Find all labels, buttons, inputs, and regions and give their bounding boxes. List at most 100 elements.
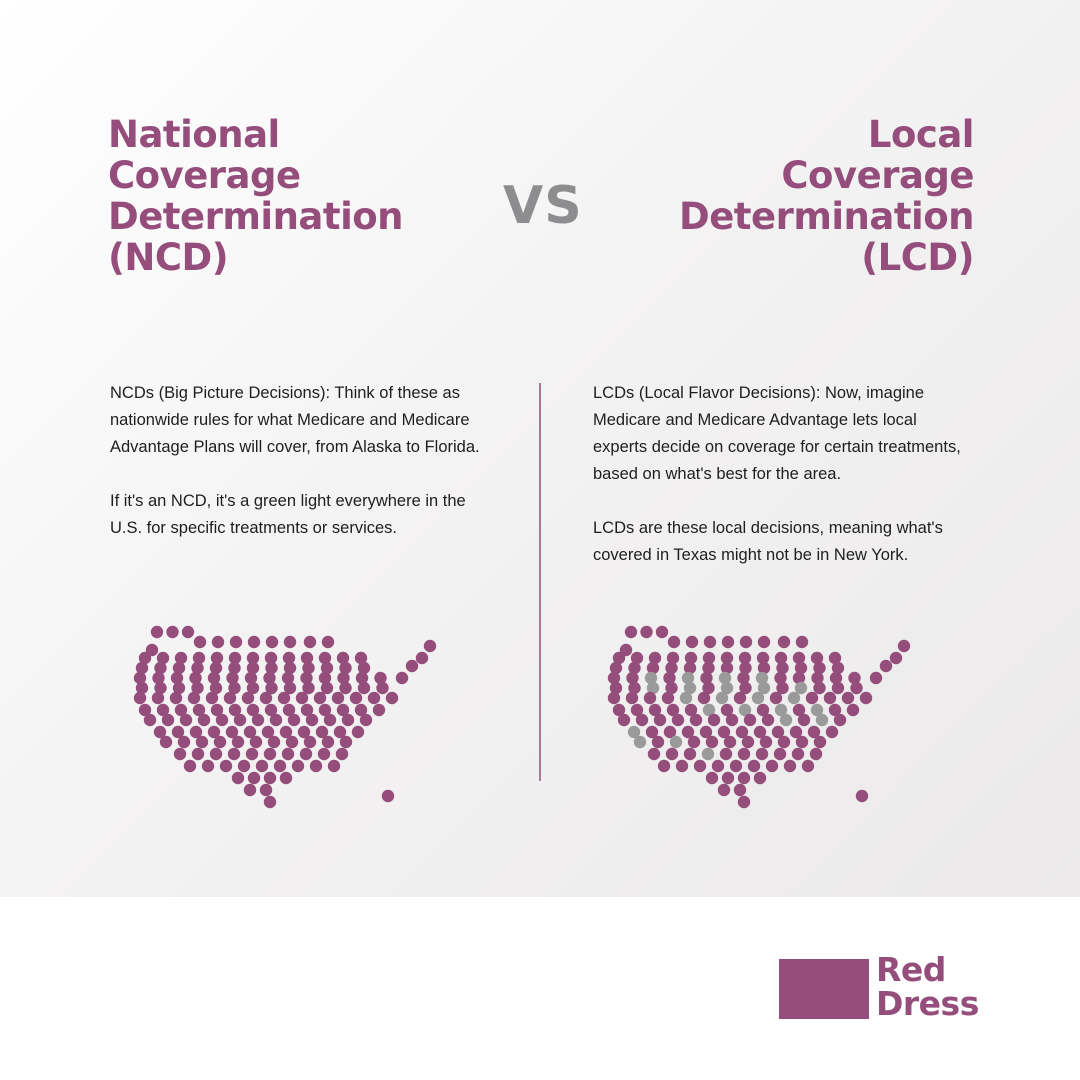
map-dot: [741, 735, 755, 749]
map-dot: [828, 703, 842, 717]
map-dot: [321, 635, 335, 649]
map-dot: [154, 661, 167, 675]
map-dot: [648, 703, 662, 717]
map-dot: [159, 735, 173, 749]
map-dot: [720, 651, 734, 665]
map-dot: [774, 651, 788, 665]
map-dot: [783, 759, 797, 773]
map-dot: [303, 735, 317, 749]
map-dot-local: [815, 713, 829, 727]
map-dot: [317, 747, 331, 761]
map-dot: [247, 771, 261, 785]
ncd-title-line: Determination: [108, 195, 404, 238]
map-dot: [693, 759, 707, 773]
map-dot: [297, 725, 311, 739]
map-dot: [705, 735, 719, 749]
map-dot: [233, 713, 247, 727]
map-dot-local: [646, 681, 660, 695]
map-dot: [719, 747, 733, 761]
map-dot: [756, 651, 770, 665]
map-dot: [666, 651, 680, 665]
map-dot: [277, 691, 291, 705]
map-dot: [318, 703, 332, 717]
map-dot: [170, 671, 184, 685]
map-dot: [279, 771, 293, 785]
map-dot: [711, 759, 725, 773]
map-dot: [192, 703, 206, 717]
map-dot: [640, 625, 653, 639]
map-dot-local: [810, 703, 824, 717]
map-dot: [282, 651, 296, 665]
map-dot: [187, 691, 201, 705]
map-dot: [339, 735, 353, 749]
map-dot: [357, 681, 371, 695]
map-dot: [303, 635, 317, 649]
map-dot-local: [669, 735, 683, 749]
map-dot: [227, 747, 241, 761]
map-dot: [811, 671, 824, 685]
map-dot: [739, 681, 752, 695]
map-dot: [381, 789, 395, 803]
map-dot: [765, 759, 779, 773]
map-dot: [183, 759, 197, 773]
map-dot: [135, 661, 149, 675]
map-dot: [801, 759, 815, 773]
map-dot: [173, 747, 187, 761]
map-dot: [210, 651, 224, 665]
map-dot: [169, 691, 183, 705]
map-dot: [630, 703, 644, 717]
map-dot-local: [644, 671, 658, 685]
map-dot: [737, 771, 751, 785]
map-dot: [683, 747, 697, 761]
map-dot: [205, 691, 219, 705]
map-dot: [172, 661, 186, 675]
map-dot: [244, 671, 258, 685]
map-dot: [665, 747, 679, 761]
map-dot: [341, 713, 355, 727]
map-dot: [152, 671, 165, 685]
map-dot: [663, 671, 676, 685]
map-dot: [624, 625, 638, 639]
map-dot: [247, 635, 261, 649]
map-dot: [653, 713, 667, 727]
map-dot: [665, 661, 678, 675]
map-dot: [228, 661, 241, 675]
map-dot: [823, 691, 837, 705]
map-dot: [675, 759, 689, 773]
map-dot: [739, 635, 753, 649]
map-dot: [320, 681, 334, 695]
map-dot: [810, 651, 824, 665]
map-dot: [789, 725, 803, 739]
map-dot: [795, 735, 809, 749]
map-dot: [305, 713, 319, 727]
map-dot-local: [702, 703, 716, 717]
map-dot: [699, 725, 713, 739]
map-dot: [643, 691, 657, 705]
map-dot: [339, 681, 352, 695]
map-dot: [607, 671, 621, 685]
map-dot: [265, 661, 278, 675]
map-dot: [702, 661, 715, 675]
map-dot: [138, 651, 152, 665]
map-dot: [850, 681, 863, 695]
map-dot: [323, 713, 337, 727]
map-dot: [753, 771, 767, 785]
map-dot: [226, 671, 239, 685]
map-dot: [405, 659, 419, 673]
map-dot: [299, 747, 313, 761]
map-dot: [143, 713, 157, 727]
map-dot: [249, 735, 263, 749]
map-dot: [609, 661, 623, 675]
map-dot: [300, 703, 314, 717]
map-dot: [625, 691, 639, 705]
lcd-title-line: (LCD): [861, 236, 974, 279]
map-dot: [759, 735, 773, 749]
map-dot: [243, 783, 257, 797]
map-dot: [291, 759, 305, 773]
map-dot: [135, 681, 149, 695]
map-dot: [385, 691, 399, 705]
map-dot: [171, 725, 185, 739]
map-dot: [648, 651, 662, 665]
map-dot: [773, 747, 787, 761]
map-dot: [265, 635, 279, 649]
